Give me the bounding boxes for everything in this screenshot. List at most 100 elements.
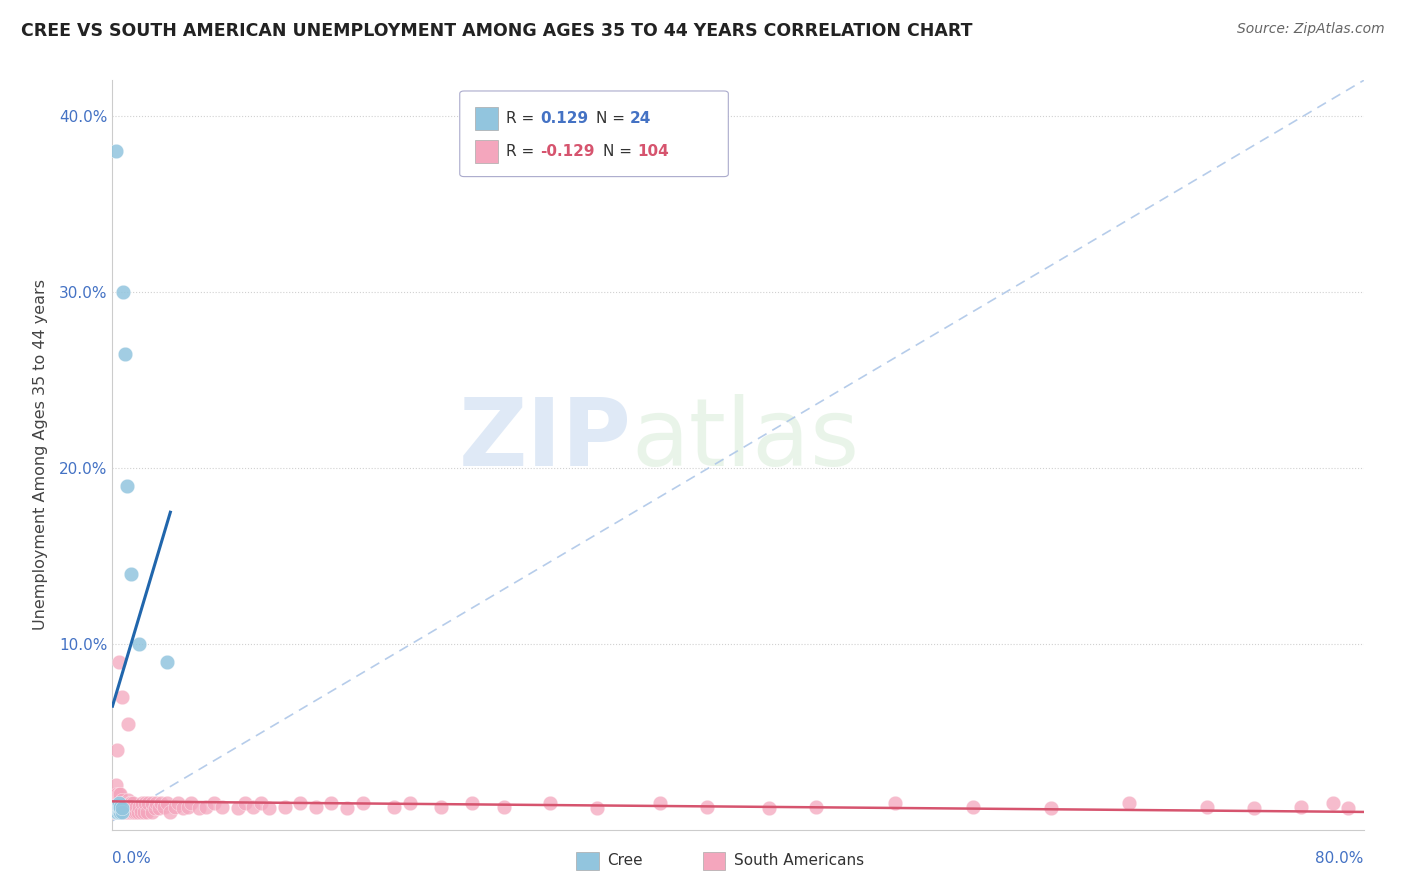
Point [117, 716, 139, 731]
Point [105, 805, 128, 819]
Point [103, 805, 125, 819]
Point [156, 655, 179, 669]
Point [104, 796, 127, 810]
Point [103, 801, 125, 815]
Point [125, 799, 148, 814]
Point [107, 797, 129, 812]
Point [180, 796, 202, 810]
Point [115, 479, 138, 493]
Text: Cree: Cree [607, 854, 643, 868]
Point [273, 799, 295, 814]
Point [235, 796, 257, 810]
Point [121, 805, 143, 819]
Point [115, 799, 138, 814]
Point [336, 801, 359, 815]
Point [103, 796, 125, 810]
Point [145, 796, 167, 810]
Point [112, 799, 135, 814]
Point [107, 787, 129, 801]
Point [112, 796, 135, 810]
Text: R =: R = [506, 145, 534, 159]
Point [156, 796, 179, 810]
Point [149, 796, 172, 810]
Point [135, 805, 157, 819]
Point [117, 799, 139, 814]
Point [120, 796, 142, 810]
Point [1197, 799, 1219, 814]
Text: 80.0%: 80.0% [1316, 851, 1364, 866]
Text: R =: R = [506, 112, 534, 126]
Text: 0.129: 0.129 [540, 112, 588, 126]
Point [124, 805, 146, 819]
Point [120, 566, 142, 581]
Point [172, 801, 194, 815]
Point [104, 801, 127, 815]
Point [242, 799, 264, 814]
Point [120, 805, 142, 819]
Point [806, 799, 828, 814]
Point [211, 799, 233, 814]
Point [382, 799, 405, 814]
Point [962, 799, 984, 814]
Point [105, 799, 128, 814]
Point [107, 796, 129, 810]
Point [111, 805, 134, 819]
Text: 104: 104 [637, 145, 669, 159]
Text: N =: N = [596, 112, 626, 126]
Text: CREE VS SOUTH AMERICAN UNEMPLOYMENT AMONG AGES 35 TO 44 YEARS CORRELATION CHART: CREE VS SOUTH AMERICAN UNEMPLOYMENT AMON… [21, 22, 973, 40]
Point [115, 805, 138, 819]
Point [128, 799, 150, 814]
Point [105, 805, 128, 819]
Point [128, 637, 150, 651]
Point [104, 787, 127, 801]
Point [1243, 801, 1265, 815]
Point [131, 796, 153, 810]
Point [1322, 796, 1344, 810]
Y-axis label: Unemployment Among Ages 35 to 44 years: Unemployment Among Ages 35 to 44 years [32, 279, 48, 631]
Point [117, 805, 139, 819]
Point [1291, 799, 1313, 814]
Text: South Americans: South Americans [734, 854, 865, 868]
Point [352, 796, 374, 810]
Text: -0.129: -0.129 [540, 145, 595, 159]
Point [305, 799, 328, 814]
Point [159, 805, 181, 819]
Point [111, 690, 134, 705]
Point [540, 796, 562, 810]
Point [111, 801, 134, 815]
Text: 24: 24 [630, 112, 651, 126]
Point [134, 796, 156, 810]
Text: ZIP: ZIP [458, 394, 631, 486]
Point [110, 799, 132, 814]
Point [112, 285, 135, 299]
Point [107, 801, 129, 815]
Point [114, 796, 136, 810]
Point [107, 655, 129, 669]
Point [1337, 801, 1360, 815]
Point [492, 799, 515, 814]
Point [104, 805, 127, 819]
Point [107, 803, 129, 817]
Point [118, 796, 141, 810]
Point [117, 792, 139, 806]
Point [202, 796, 225, 810]
Point [398, 796, 420, 810]
Point [110, 805, 132, 819]
Point [138, 796, 160, 810]
Point [257, 801, 280, 815]
Point [105, 787, 128, 801]
Point [321, 796, 343, 810]
Point [153, 799, 176, 814]
Point [114, 805, 136, 819]
Point [105, 796, 128, 810]
Point [129, 805, 152, 819]
Point [163, 799, 186, 814]
Point [107, 805, 129, 819]
Point [226, 801, 249, 815]
Point [141, 796, 163, 810]
Point [1118, 796, 1140, 810]
Point [195, 799, 218, 814]
Point [105, 801, 128, 815]
Point [110, 801, 132, 815]
Point [125, 805, 148, 819]
